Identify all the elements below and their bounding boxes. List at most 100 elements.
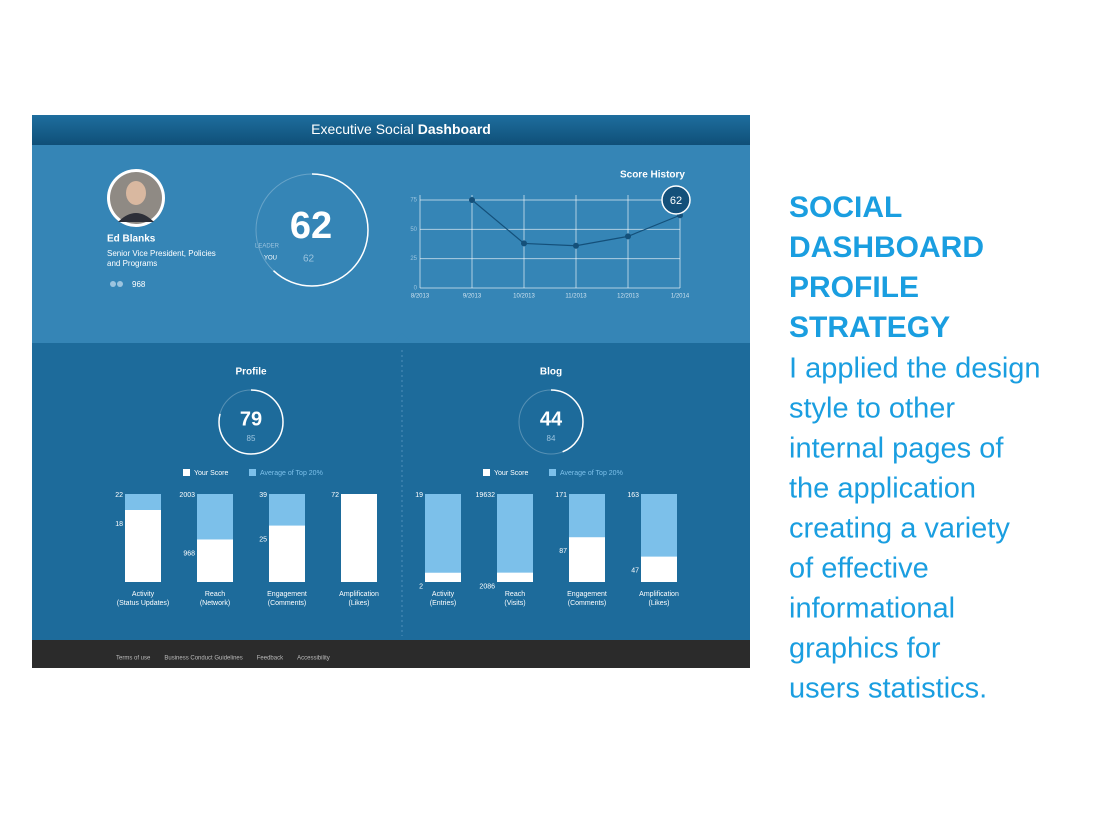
- your-label: 18: [115, 521, 123, 528]
- notch: [392, 333, 412, 343]
- title-bold: Dashboard: [418, 121, 491, 137]
- legend-label: Your Score: [194, 470, 228, 477]
- avatar-face: [126, 181, 146, 205]
- header-bar: [32, 115, 750, 145]
- your-bar: [269, 525, 305, 582]
- caption: SOCIAL DASHBOARD PROFILE STRATEGY I applied …: [789, 191, 1041, 705]
- footer-link[interactable]: Accessibility: [297, 656, 330, 662]
- section-score: 44: [540, 408, 563, 430]
- caption-body: of effective: [789, 553, 929, 585]
- your-label: 72: [331, 492, 339, 499]
- history-point: [573, 242, 579, 249]
- caption-body: internal pages of: [789, 433, 1004, 465]
- bar-name: Engagement: [267, 591, 307, 598]
- caption-heading: PROFILE: [789, 271, 919, 304]
- you-score: 62: [303, 254, 315, 265]
- followers-count: 968: [132, 280, 146, 289]
- section-title: Profile: [235, 367, 267, 378]
- avatar-suit: [118, 213, 154, 222]
- average-label: 22: [115, 492, 123, 499]
- footer-links: Terms of use Business Conduct Guidelines F…: [116, 656, 330, 662]
- x-tick-label: 1/2014: [671, 294, 690, 300]
- legend-swatch: [483, 469, 490, 476]
- bar-sub: (Network): [200, 600, 230, 607]
- bar-sub: (Status Updates): [117, 600, 170, 607]
- history-title: Score History: [620, 170, 685, 181]
- your-label: 47: [631, 567, 639, 574]
- average-bar: [425, 494, 461, 582]
- footer-link[interactable]: Terms of use: [116, 656, 151, 662]
- average-label: 2003: [179, 492, 195, 499]
- gauge-arc: [518, 389, 584, 455]
- bar-name: Activity: [132, 591, 155, 598]
- average-label: 171: [555, 492, 567, 499]
- bar-name: Amplification: [339, 591, 379, 598]
- legend-label: Average of Top 20%: [560, 470, 623, 477]
- legend-label: Average of Top 20%: [260, 470, 323, 477]
- your-bar: [497, 572, 533, 582]
- caption-body: creating a variety: [789, 513, 1010, 545]
- history-point: [521, 240, 527, 247]
- caption-body: users statistics.: [789, 673, 987, 705]
- leader-label: LEADER: [255, 244, 280, 250]
- caption-body: the application: [789, 473, 976, 505]
- average-label: 19632: [476, 492, 496, 499]
- your-bar: [425, 572, 461, 582]
- your-label: 87: [559, 548, 567, 555]
- legend-swatch: [249, 469, 256, 476]
- followers-icon: [110, 281, 116, 287]
- x-tick-label: 10/2013: [513, 294, 535, 300]
- caption-heading: DASHBOARD: [789, 231, 984, 264]
- section-title: Blog: [540, 367, 562, 378]
- caption-body: graphics for: [789, 633, 941, 665]
- bar-name: Amplification: [639, 591, 679, 598]
- gauge-arc: [255, 173, 369, 287]
- section-average: 84: [547, 434, 556, 443]
- footer-link[interactable]: Feedback: [257, 656, 284, 662]
- average-label: 19: [415, 492, 423, 499]
- bar-name: Engagement: [567, 591, 607, 598]
- your-bar: [569, 537, 605, 582]
- your-label: 968: [183, 550, 195, 557]
- x-tick-label: 8/2013: [411, 294, 430, 300]
- score: 62: [290, 205, 332, 247]
- bar-name: Reach: [205, 591, 225, 598]
- y-tick-label: 75: [410, 198, 417, 204]
- header-title: Executive Social Dashboard: [311, 121, 491, 137]
- user-name: Ed Blanks: [107, 234, 156, 245]
- caption-body: style to other: [789, 393, 955, 425]
- bar-sub: (Likes): [648, 600, 669, 607]
- caption-heading: SOCIAL: [789, 191, 902, 224]
- footer-bar: [32, 640, 750, 668]
- gauge-arc: [218, 389, 284, 455]
- x-tick-label: 9/2013: [463, 294, 482, 300]
- bar-sub: (Likes): [348, 600, 369, 607]
- bar-sub: (Visits): [504, 600, 525, 607]
- history-badge-value: 62: [670, 195, 682, 207]
- bar-sub: (Comments): [268, 600, 307, 607]
- average-label: 39: [259, 492, 267, 499]
- history-badge: [661, 185, 691, 215]
- caption-body: informational: [789, 593, 955, 625]
- bar-sub: (Comments): [568, 600, 607, 607]
- your-bar: [197, 539, 233, 582]
- history-point: [625, 233, 631, 240]
- bar-name: Reach: [505, 591, 525, 598]
- average-label: 163: [627, 492, 639, 499]
- your-label: 2: [419, 584, 423, 591]
- footer-link[interactable]: Business Conduct Guidelines: [164, 656, 242, 662]
- your-bar: [341, 494, 377, 582]
- user-role: Senior Vice President, Policies: [107, 249, 216, 258]
- y-tick-label: 0: [414, 286, 418, 292]
- x-tick-label: 11/2013: [565, 294, 587, 300]
- caption-heading: STRATEGY: [789, 311, 950, 344]
- legend-swatch: [183, 469, 190, 476]
- user-role: and Programs: [107, 259, 157, 268]
- followers-icon: [117, 281, 123, 287]
- bar-sub: (Entries): [430, 600, 456, 607]
- your-bar: [125, 510, 161, 582]
- y-tick-label: 25: [410, 256, 417, 262]
- legend-label: Your Score: [494, 470, 528, 477]
- section-average: 85: [247, 434, 256, 443]
